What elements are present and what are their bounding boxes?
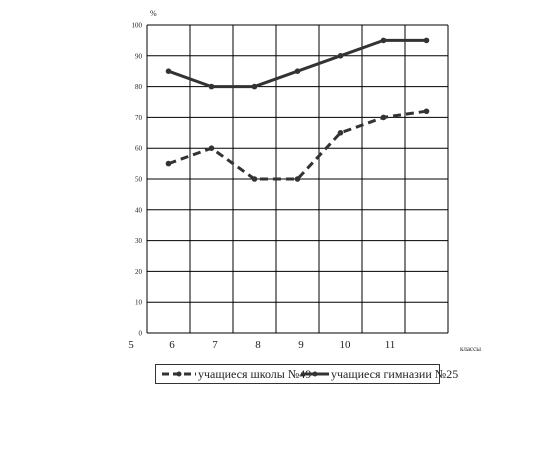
x-tick-label-6: 6	[169, 339, 175, 351]
x-tick-label-8: 8	[255, 339, 261, 351]
chart-axes: 0 10 20 30 40 50 60 70 80 90 100 5 6 7 8 9 10 11	[128, 22, 395, 352]
legend-label-school-49: учащиеся школы №49	[198, 367, 312, 381]
series-1-point-9	[294, 68, 301, 74]
legend-swatch-dashed	[162, 371, 196, 377]
series-line-1	[167, 38, 427, 89]
legend-label-gymnasium-25: учащиеся гимназии №25	[331, 367, 459, 381]
series-0-point-7	[208, 145, 215, 151]
y-axis-unit-label: %	[150, 9, 157, 18]
x-tick-label-9: 9	[298, 339, 304, 351]
series-0-point-12	[423, 108, 430, 115]
y-tick-label-10: 10	[135, 299, 143, 307]
chart-series	[165, 37, 430, 182]
x-axis-unit-label: классы	[460, 345, 481, 353]
series-1-point-6	[165, 68, 172, 74]
series-0-point-11	[380, 114, 387, 121]
y-tick-label-60: 60	[135, 145, 143, 153]
x-tick-label-11: 11	[385, 339, 396, 351]
series-1-point-12	[423, 37, 430, 44]
x-tick-label-10: 10	[340, 339, 352, 351]
y-tick-label-100: 100	[132, 22, 143, 30]
series-1-point-7	[208, 83, 215, 90]
y-tick-label-20: 20	[135, 268, 143, 276]
legend-item-gymnasium-25: учащиеся гимназии №25	[299, 366, 458, 382]
series-0-point-8	[251, 176, 258, 182]
series-1-point-10	[337, 53, 344, 59]
legend-swatch-solid	[301, 371, 329, 377]
chart-grid	[146, 24, 449, 334]
x-tick-label-7: 7	[212, 339, 218, 351]
y-tick-label-90: 90	[135, 52, 143, 60]
series-0-point-9	[294, 176, 301, 182]
legend-item-school-49: учащиеся школы №49	[160, 366, 311, 382]
y-tick-label-50: 50	[135, 176, 143, 184]
series-line-0	[167, 109, 427, 181]
y-tick-label-40: 40	[135, 206, 143, 214]
series-1-point-8	[251, 83, 258, 90]
y-tick-label-80: 80	[135, 83, 143, 91]
y-tick-label-0: 0	[139, 330, 143, 338]
y-tick-label-70: 70	[135, 114, 143, 122]
chart-legend: учащиеся школы №49 учащиеся гимназии №25	[155, 364, 458, 384]
series-1-point-11	[380, 37, 387, 44]
series-0-point-6	[165, 160, 172, 167]
series-0-point-10	[337, 130, 344, 136]
x-tick-label-5: 5	[128, 339, 134, 351]
y-tick-label-30: 30	[135, 237, 143, 245]
